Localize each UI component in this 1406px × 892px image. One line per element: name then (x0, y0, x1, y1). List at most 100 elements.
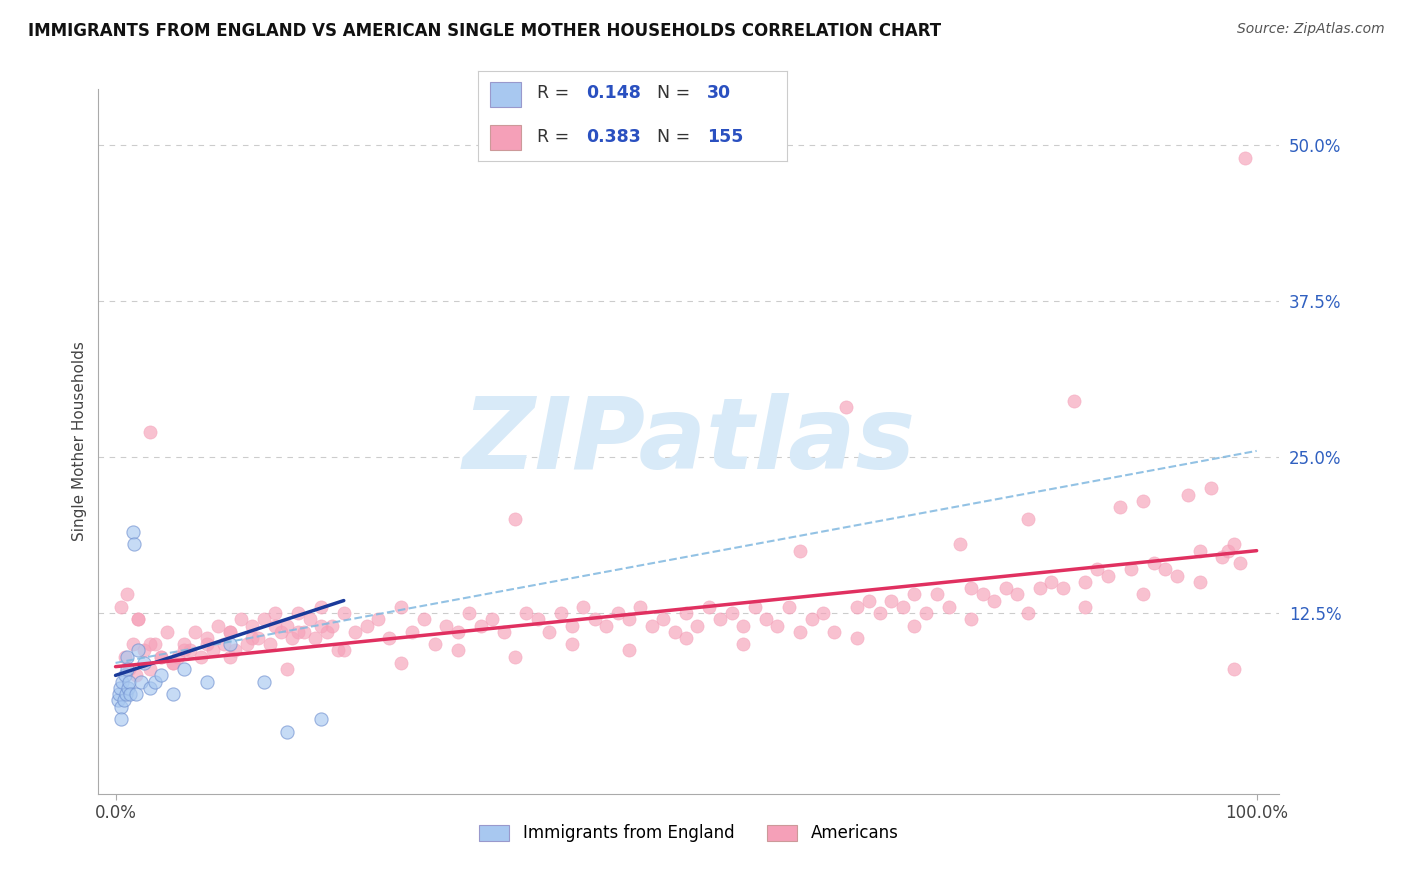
Point (1017, 606, 1039, 620)
Point (218, 624, 240, 639)
Point (127, 612, 149, 626)
Point (572, 599, 595, 614)
Point (173, 662, 195, 676)
Point (281, 631, 304, 645)
Point (287, 606, 309, 620)
Point (561, 637, 583, 651)
Point (1108, 500, 1130, 514)
Point (1017, 512, 1039, 526)
Point (697, 599, 720, 614)
Point (139, 662, 162, 676)
Point (139, 425, 162, 440)
Point (156, 624, 179, 639)
Point (1229, 556, 1251, 570)
Point (972, 587, 994, 601)
Point (1199, 481, 1222, 495)
Point (755, 612, 778, 626)
Point (538, 624, 561, 639)
Point (823, 624, 845, 639)
Point (481, 612, 503, 626)
Text: Source: ZipAtlas.com: Source: ZipAtlas.com (1237, 22, 1385, 37)
FancyBboxPatch shape (491, 125, 522, 150)
Point (503, 512, 526, 526)
Text: R =: R = (537, 128, 575, 146)
Text: 0.148: 0.148 (586, 84, 641, 102)
Point (903, 618, 925, 632)
Point (321, 618, 343, 632)
Point (1154, 562, 1177, 576)
Legend: Immigrants from England, Americans: Immigrants from England, Americans (472, 818, 905, 849)
Point (436, 618, 458, 632)
Point (270, 624, 292, 639)
Text: N =: N = (658, 84, 696, 102)
Point (800, 612, 823, 626)
Point (242, 618, 264, 632)
Point (709, 612, 731, 626)
Point (108, 687, 131, 701)
Point (1188, 574, 1211, 589)
Point (401, 624, 423, 639)
Point (994, 581, 1017, 595)
Point (1132, 493, 1154, 508)
Point (253, 612, 276, 626)
Point (938, 599, 960, 614)
Point (326, 643, 349, 657)
Point (127, 643, 149, 657)
Point (778, 599, 800, 614)
Point (1211, 549, 1233, 564)
Point (118, 662, 141, 676)
Point (292, 624, 315, 639)
Point (606, 606, 628, 620)
Point (367, 612, 389, 626)
Point (110, 599, 132, 614)
Point (960, 612, 983, 626)
Point (744, 599, 766, 614)
Point (880, 593, 903, 607)
Point (458, 606, 481, 620)
Point (1166, 568, 1188, 582)
Point (132, 656, 155, 670)
Point (561, 618, 583, 632)
Point (195, 637, 218, 651)
Point (259, 637, 281, 651)
Point (869, 606, 891, 620)
Point (766, 618, 789, 632)
Point (150, 668, 173, 682)
Point (125, 668, 148, 682)
Point (617, 612, 640, 626)
Point (675, 606, 697, 620)
Point (114, 649, 136, 664)
Text: IMMIGRANTS FROM ENGLAND VS AMERICAN SINGLE MOTHER HOUSEHOLDS CORRELATION CHART: IMMIGRANTS FROM ENGLAND VS AMERICAN SING… (28, 22, 941, 40)
Point (927, 587, 949, 601)
Point (115, 587, 138, 601)
Point (1052, 581, 1074, 595)
Point (315, 624, 337, 639)
Point (891, 599, 914, 614)
Point (1223, 537, 1246, 551)
Point (173, 637, 195, 651)
Point (835, 401, 858, 415)
Point (276, 662, 298, 676)
Point (378, 631, 401, 645)
Point (201, 643, 224, 657)
Point (304, 631, 326, 645)
Point (1119, 562, 1142, 576)
Point (121, 524, 143, 539)
Point (309, 618, 332, 632)
Point (733, 618, 755, 632)
Point (686, 618, 709, 632)
Point (122, 537, 145, 551)
Point (332, 606, 354, 620)
Point (173, 643, 195, 657)
Point (1029, 581, 1052, 595)
Point (125, 687, 148, 701)
Point (1074, 599, 1097, 614)
Point (247, 631, 270, 645)
Point (617, 643, 640, 657)
Point (242, 631, 264, 645)
Point (983, 593, 1005, 607)
Point (1132, 587, 1154, 601)
Text: 0.383: 0.383 (586, 128, 641, 146)
Point (114, 687, 136, 701)
Point (112, 693, 135, 707)
